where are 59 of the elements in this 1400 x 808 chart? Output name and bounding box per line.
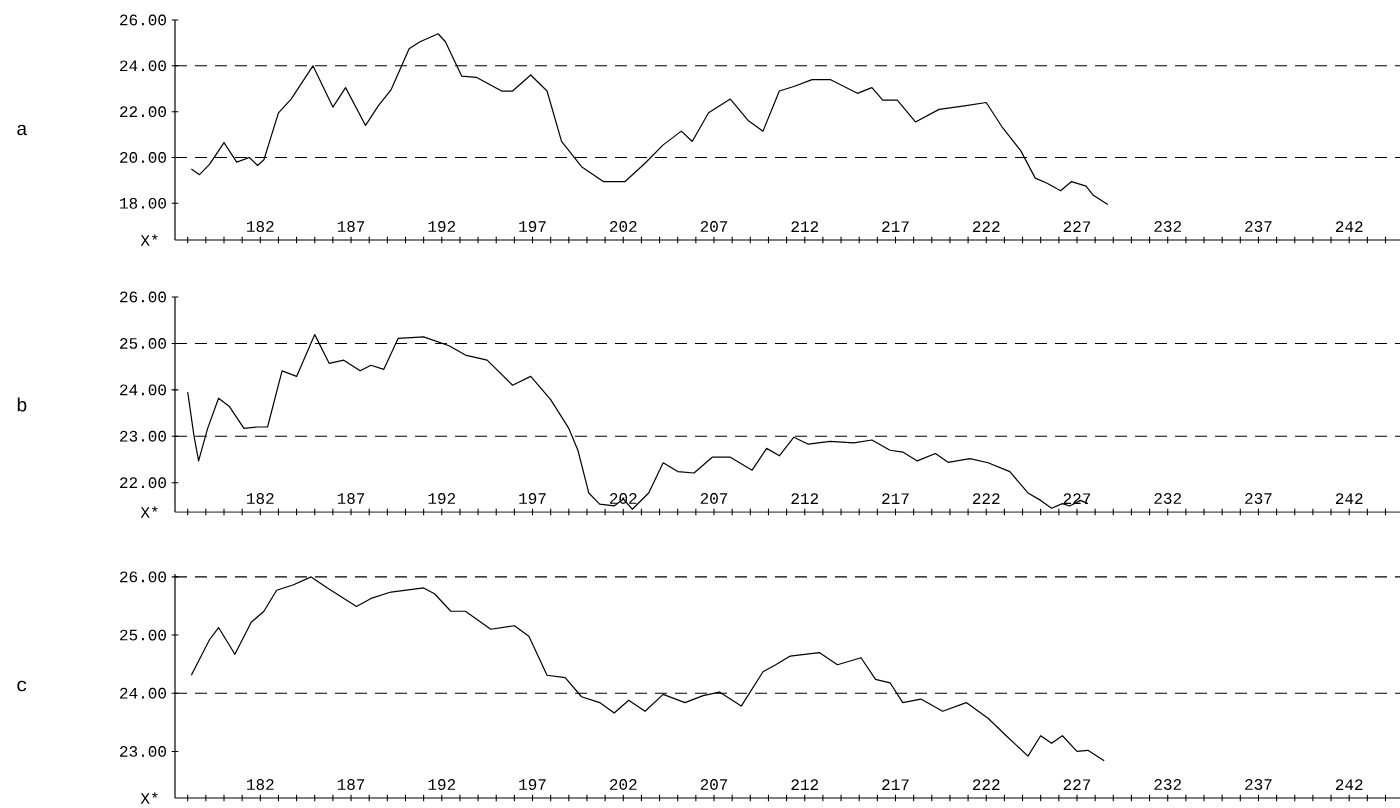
x-tick-label: 182: [247, 221, 274, 232]
x-tick-label: 217: [882, 493, 909, 504]
x-axis-title: X*: [140, 234, 158, 246]
x-tick-label: 197: [519, 221, 546, 232]
x-tick-label: 187: [337, 779, 365, 790]
x-tick-label: 232: [1154, 221, 1181, 232]
x-tick-label: 192: [428, 493, 456, 504]
x-tick-label: 227: [1063, 493, 1091, 504]
x-tick-label: 232: [1154, 493, 1181, 504]
y-tick-label: 18.00: [120, 197, 166, 209]
x-tick-label: 182: [247, 493, 274, 504]
y-tick-label: 25.00: [120, 629, 166, 641]
y-axis-title: b: [17, 397, 27, 412]
x-tick-label: 212: [791, 493, 819, 504]
x-tick-label: 202: [609, 221, 637, 232]
y-tick-label: 23.00: [120, 430, 166, 442]
x-tick-label: 197: [519, 779, 546, 790]
x-axis-title: X*: [140, 792, 158, 804]
x-tick-label: 192: [428, 779, 456, 790]
x-tick-label: 217: [882, 779, 909, 790]
x-tick-label: 242: [1335, 779, 1363, 790]
x-tick-label: 207: [700, 779, 728, 790]
y-tick-label: 25.00: [120, 338, 166, 349]
y-axis-title: c: [17, 680, 27, 692]
y-tick-label: 26.00: [120, 14, 166, 26]
x-tick-label: 217: [882, 221, 909, 232]
x-tick-label: 187: [337, 493, 365, 504]
x-tick-label: 207: [700, 493, 728, 504]
x-tick-label: 242: [1335, 493, 1363, 504]
x-tick-label: 207: [700, 221, 728, 232]
x-tick-label: 222: [972, 493, 1000, 504]
x-tick-label: 237: [1245, 493, 1272, 504]
x-tick-label: 192: [428, 221, 456, 232]
x-tick-label: 187: [337, 221, 365, 232]
x-tick-label: 232: [1154, 779, 1181, 790]
y-tick-label: 23.00: [120, 746, 166, 757]
y-tick-label: 26.00: [120, 291, 166, 303]
y-axis-title: a: [17, 124, 27, 136]
x-tick-label: 227: [1063, 779, 1091, 790]
x-tick-label: 242: [1335, 221, 1363, 232]
y-tick-label: 24.00: [120, 687, 166, 699]
y-tick-label: 22.00: [120, 477, 166, 489]
x-tick-label: 202: [609, 779, 637, 790]
x-tick-label: 197: [519, 493, 546, 504]
y-tick-label: 24.00: [120, 60, 166, 72]
x-tick-label: 202: [609, 493, 637, 504]
y-tick-label: 24.00: [120, 384, 166, 396]
x-tick-label: 222: [972, 779, 1000, 790]
x-tick-label: 212: [791, 779, 819, 790]
x-tick-label: 212: [791, 221, 819, 232]
x-tick-label: 182: [247, 779, 274, 790]
x-axis-title: X*: [140, 506, 158, 518]
y-tick-label: 26.00: [120, 571, 166, 583]
x-tick-label: 222: [972, 221, 1000, 232]
x-tick-label: 227: [1063, 221, 1091, 232]
x-tick-label: 237: [1245, 221, 1272, 232]
y-tick-label: 20.00: [120, 152, 166, 163]
x-tick-label: 237: [1245, 779, 1272, 790]
y-tick-label: 22.00: [120, 106, 166, 118]
